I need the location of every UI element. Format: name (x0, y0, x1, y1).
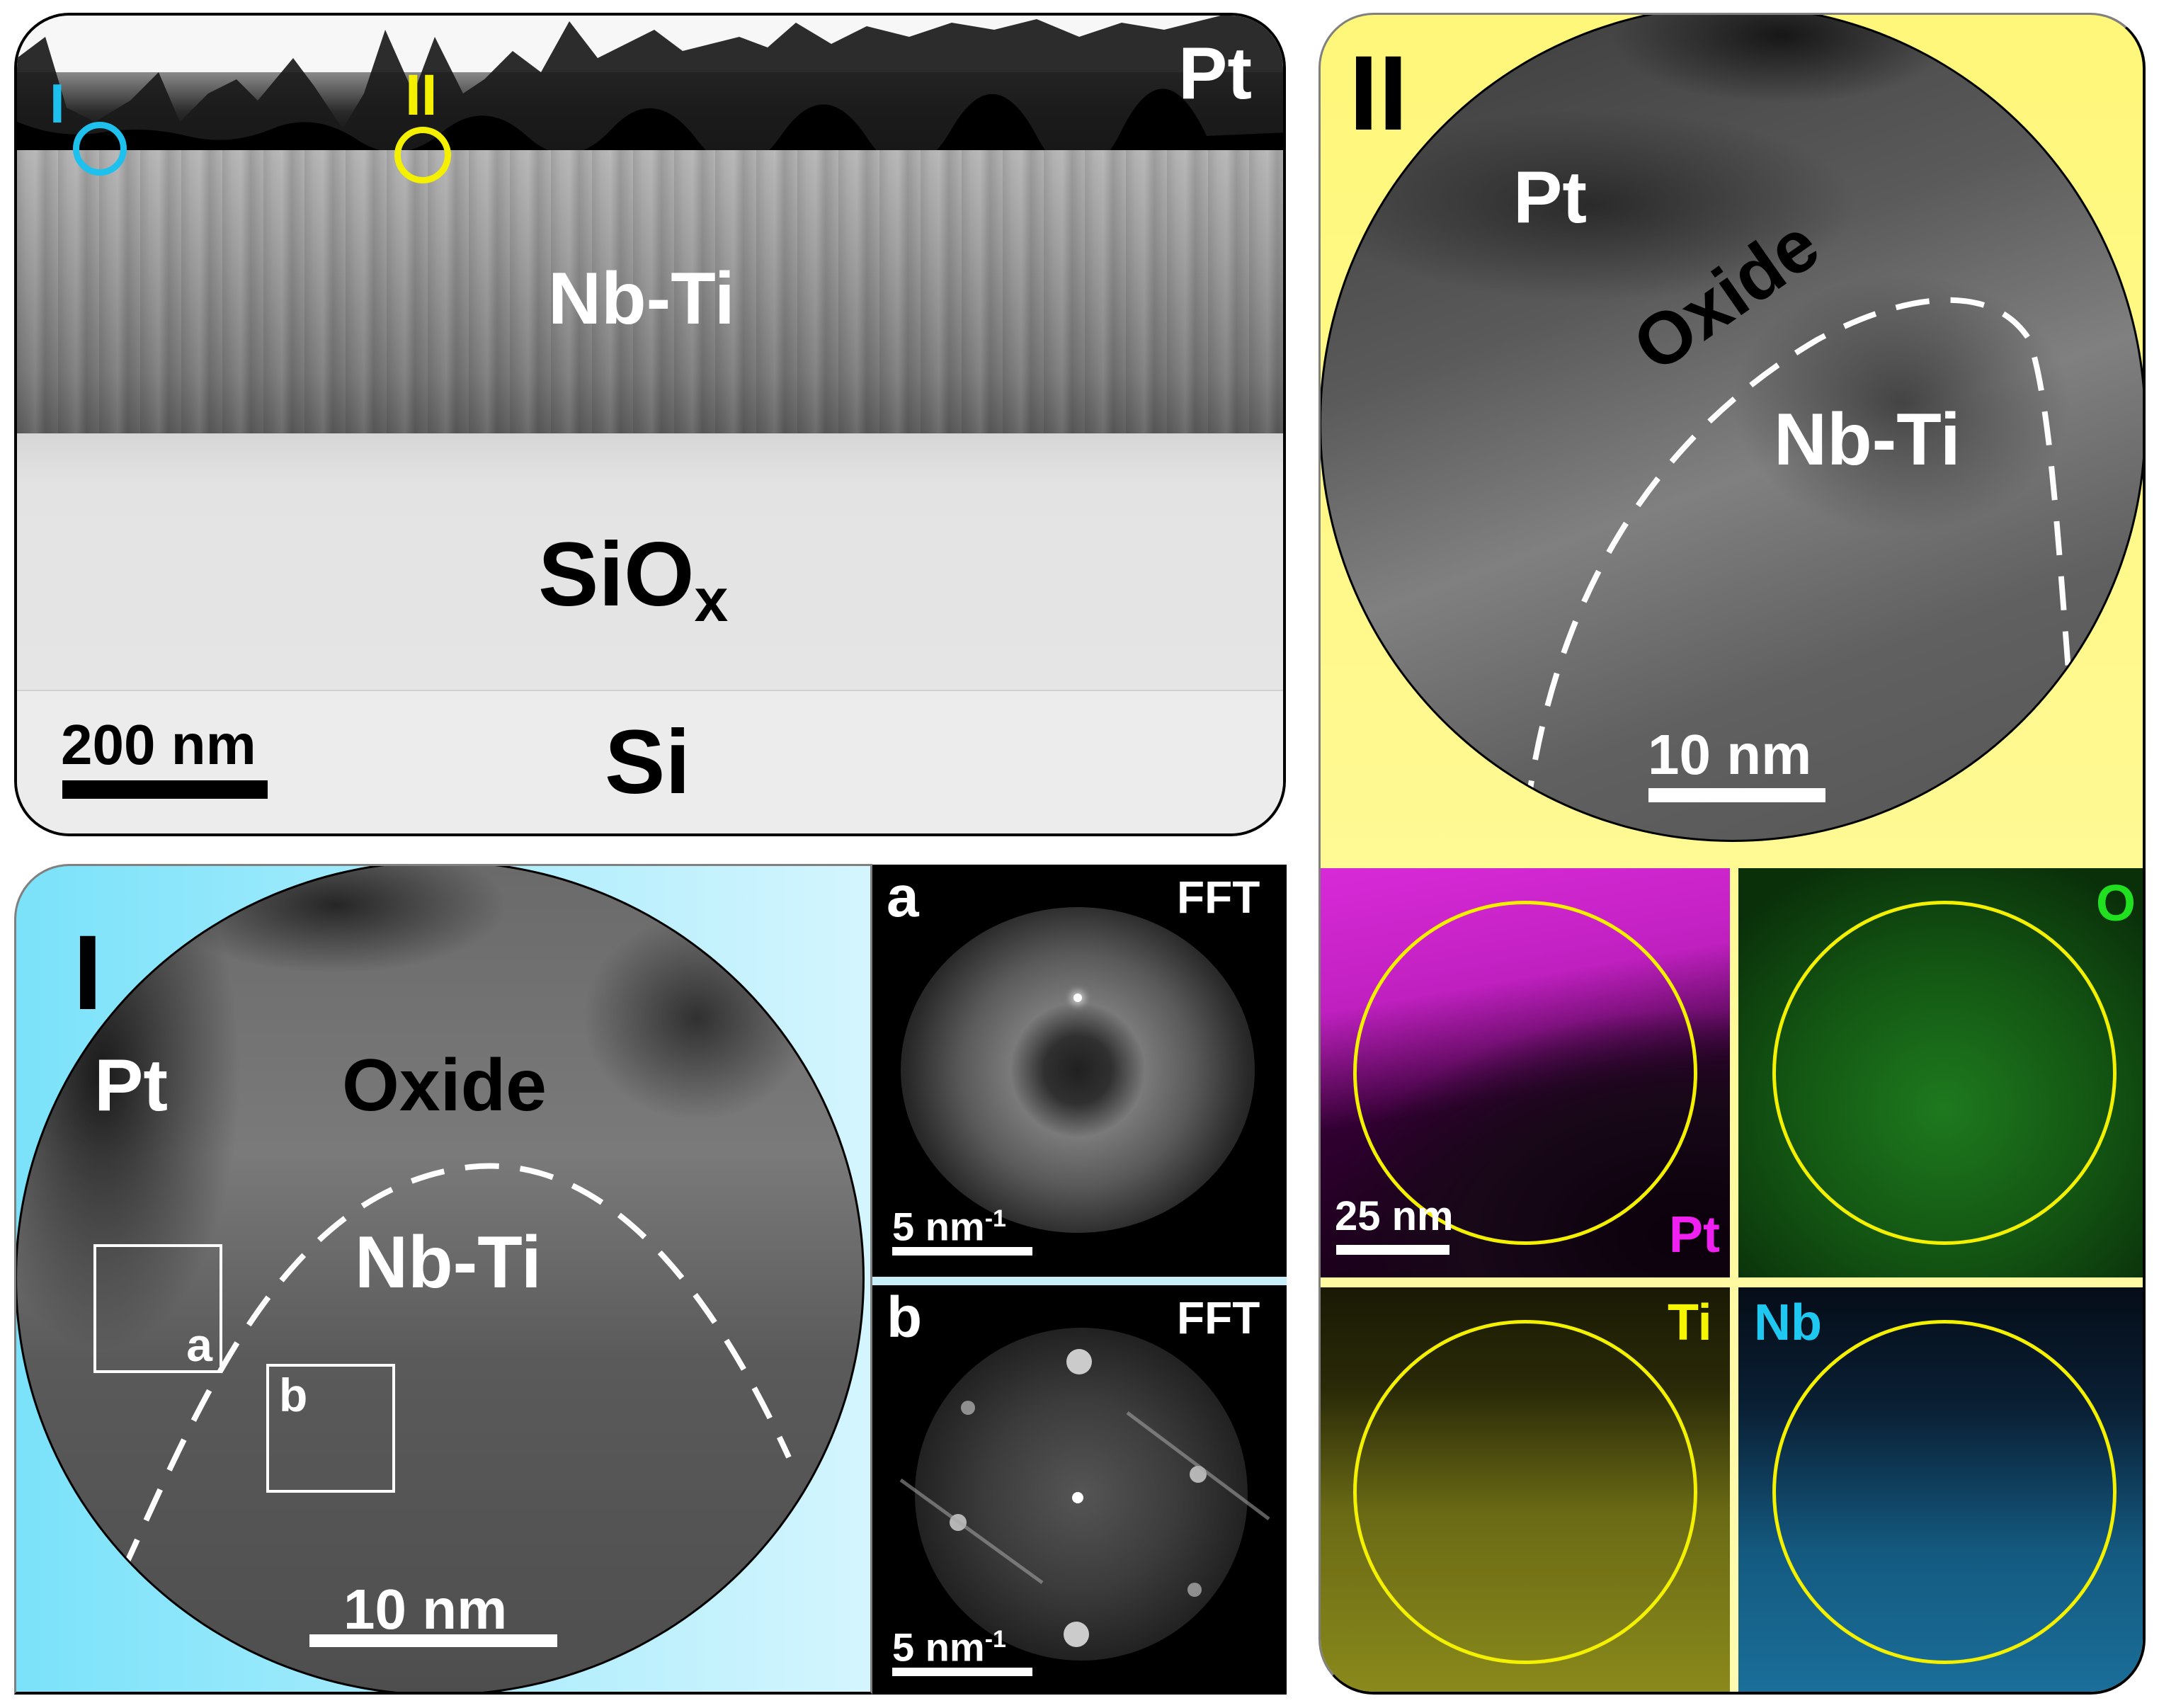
eds-map-o: O (1738, 868, 2143, 1277)
eds-label-o: O (2096, 875, 2136, 932)
panel-i-oxide-label: Oxide (342, 1044, 547, 1127)
region-i-marker-circle (73, 122, 127, 176)
fft-a-title: FFT (1177, 872, 1260, 923)
eds-roi-circle (1353, 901, 1697, 1245)
cross-section-panel: I II Pt Nb-Ti SiOx Si 200 nm (14, 13, 1286, 836)
fft-diffuse-ring (901, 907, 1255, 1233)
pt-label: Pt (1178, 33, 1252, 115)
si-substrate-layer (17, 690, 1283, 833)
roi-box-a: a (93, 1244, 222, 1373)
eds-label-pt: Pt (1669, 1207, 1720, 1263)
fft-inset-b: b FFT 5 nm-1 (872, 1285, 1287, 1695)
roi-box-b: b (266, 1364, 395, 1493)
interface-dashed-line (120, 1163, 792, 1572)
fft-a-scale-bar (892, 1247, 1032, 1256)
panel-ii-hrtem-image (1321, 15, 2143, 842)
panel-i: I a b Pt Oxide Nb-Ti 10 nm (14, 864, 872, 1695)
panel-i-scale-bar-label: 10 nm (343, 1578, 508, 1641)
region-ii-marker-circle (394, 127, 451, 183)
fft-b-title: FFT (1177, 1292, 1260, 1343)
roi-box-b-label: b (279, 1369, 308, 1421)
eds-map-pt: Pt 25 nm (1321, 868, 1730, 1277)
panel-i-nbti-label: Nb-Ti (355, 1222, 542, 1304)
fft-diffraction-spots (899, 1349, 1270, 1647)
eds-scale-bar (1336, 1245, 1449, 1255)
eds-map-ti: Ti (1321, 1287, 1730, 1692)
siox-layer (17, 433, 1283, 690)
panel-ii-title: II (1349, 33, 1408, 152)
eds-scale-bar-label: 25 nm (1335, 1193, 1454, 1239)
eds-roi-circle (1353, 1320, 1697, 1664)
panel-ii-pt-label: Pt (1513, 156, 1587, 239)
siox-label-main: SiO (538, 524, 695, 625)
scale-bar (62, 780, 268, 799)
nbti-columnar-layer (17, 150, 1283, 448)
siox-label-subscript: x (694, 567, 729, 634)
panel-i-pt-label: Pt (94, 1044, 168, 1127)
fft-b-scale-label: 5 nm-1 (892, 1624, 1006, 1670)
scale-bar-label: 200 nm (61, 713, 256, 776)
panel-ii-nbti-label: Nb-Ti (1774, 399, 1961, 481)
fft-a-label: a (887, 865, 919, 929)
eds-roi-circle (1772, 901, 2117, 1245)
panel-i-hrtem-image: a b (16, 866, 865, 1692)
fft-center-spot (1073, 994, 1082, 1002)
panel-i-title: I (73, 913, 103, 1032)
eds-roi-circle (1772, 1320, 2117, 1664)
fft-divider (872, 1277, 1287, 1285)
eds-label-nb: Nb (1754, 1294, 1822, 1351)
panel-ii: II Pt Oxide Nb-Ti 10 nm Pt 25 nm O Ti Nb (1318, 13, 2146, 1695)
panel-ii-scale-bar (1648, 788, 1825, 802)
fft-b-scale-bar (892, 1668, 1032, 1676)
eds-map-nb: Nb (1738, 1287, 2143, 1692)
fft-a-scale-label: 5 nm-1 (892, 1204, 1006, 1249)
eds-label-ti: Ti (1668, 1294, 1712, 1351)
fft-b-label: b (887, 1285, 923, 1350)
si-label: Si (605, 712, 690, 813)
region-ii-marker-label: II (405, 63, 438, 127)
roi-box-a-label: a (186, 1319, 212, 1371)
panel-i-scale-bar (309, 1634, 557, 1647)
fft-inset-a: a FFT 5 nm-1 (872, 865, 1287, 1277)
region-i-marker-label: I (50, 72, 65, 135)
interface-dashed-line (1524, 297, 2075, 815)
panel-ii-scale-bar-label: 10 nm (1648, 723, 1812, 786)
siox-label: SiOx (538, 525, 728, 650)
nbti-label: Nb-Ti (548, 258, 735, 340)
